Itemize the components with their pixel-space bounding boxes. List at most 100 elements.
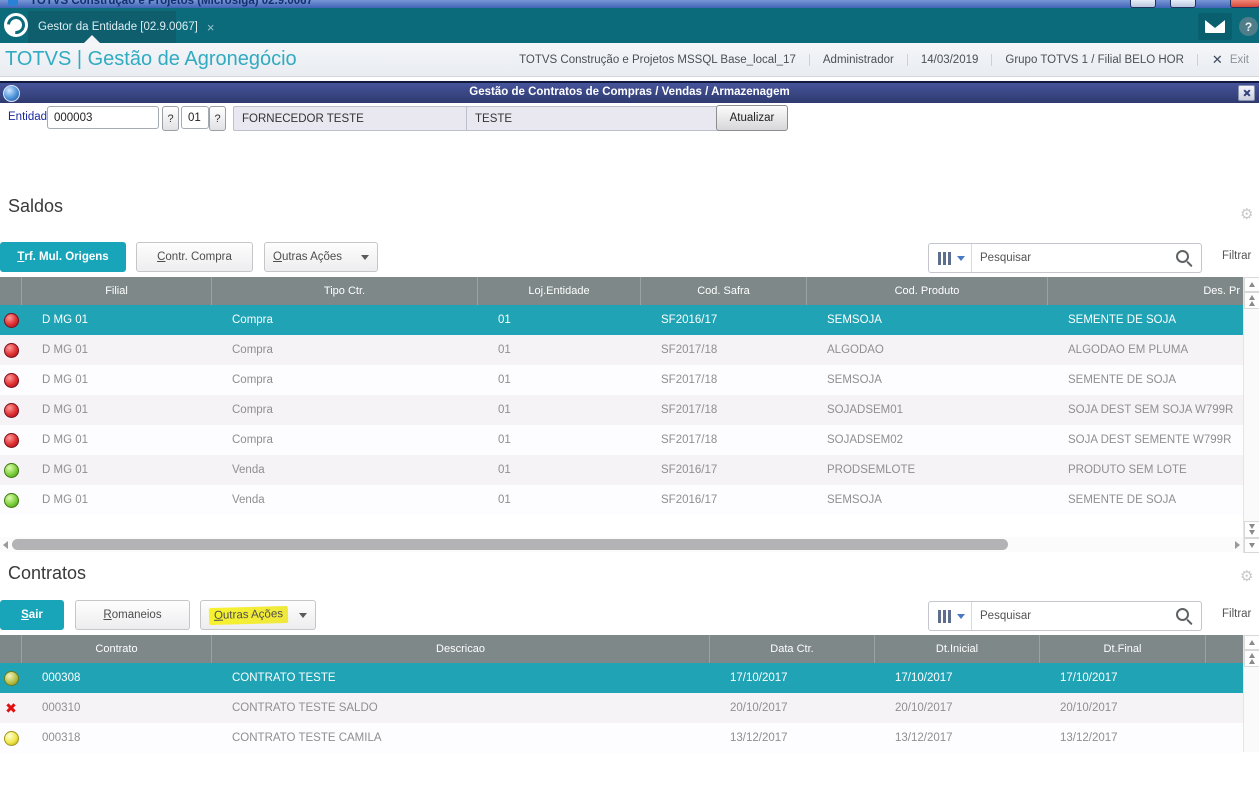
table-row[interactable]: D MG 01 Compra 01 SF2016/17 SEMSOJA SEMENTE D… <box>0 305 1243 335</box>
cell-descricao: CONTRATO TESTE CAMILA <box>232 732 382 744</box>
exit-button[interactable]: ✕ Exit <box>1198 52 1257 68</box>
status-red-dot <box>3 432 19 448</box>
scroll-up-button[interactable] <box>1244 277 1259 292</box>
cell-descricao: SEMENTE DE SOJA <box>1068 494 1176 506</box>
scroll-right-icon[interactable] <box>1235 541 1240 549</box>
column-header[interactable]: Cod. Produto <box>807 277 1048 305</box>
column-header[interactable]: Filial <box>22 277 212 305</box>
contratos-filter-link[interactable]: Filtrar <box>1222 608 1252 620</box>
saldos-section-title: Saldos <box>8 196 64 216</box>
scroll-left-icon[interactable] <box>3 541 8 549</box>
cell-status <box>0 462 22 478</box>
column-header[interactable]: Loj.Entidade <box>478 277 641 305</box>
column-header[interactable] <box>0 635 22 663</box>
scroll-track[interactable] <box>1244 309 1259 521</box>
contratos-outras-acoes-label-highlighted: Outras Ações <box>208 605 289 625</box>
saldos-settings-gear-icon[interactable]: ⚙ <box>1240 206 1254 223</box>
cell-produto: ALGODAO <box>827 344 884 356</box>
scroll-thumb[interactable] <box>12 539 1008 550</box>
column-header[interactable]: Dt.Final <box>1040 635 1206 663</box>
contratos-outras-acoes-button[interactable]: Outras Ações <box>200 600 316 630</box>
window-titlebar: TOTVS Construção e Projetos (Microsiga) … <box>0 0 1259 8</box>
table-row[interactable]: 000308 CONTRATO TESTE 17/10/2017 17/10/2017… <box>0 663 1243 693</box>
cell-safra: SF2016/17 <box>661 314 718 326</box>
window-maximize-button[interactable] <box>1170 0 1196 8</box>
column-header[interactable]: Contrato <box>22 635 212 663</box>
store-lookup-button[interactable]: ? <box>209 106 226 131</box>
column-header[interactable]: Data Ctr. <box>710 635 875 663</box>
column-header[interactable]: Des. Pr <box>1203 285 1240 297</box>
mail-button[interactable] <box>1198 13 1232 40</box>
entity-code-input[interactable] <box>47 106 159 129</box>
table-row[interactable]: D MG 01 Compra 01 SF2017/18 SOJADSEM01 SOJA D… <box>0 395 1243 425</box>
cell-descricao: PRODUTO SEM LOTE <box>1068 464 1187 476</box>
column-header[interactable]: Cod. Safra <box>641 277 807 305</box>
scroll-page-up-button[interactable] <box>1244 292 1259 309</box>
column-header[interactable]: Tipo Ctr. <box>212 277 478 305</box>
status-red-dot <box>3 372 19 388</box>
table-row[interactable]: D MG 01 Venda 01 SF2016/17 SEMSOJA SEMENTE DE… <box>0 485 1243 515</box>
cell-filial: D MG 01 <box>42 494 89 506</box>
scroll-up-button[interactable] <box>1244 635 1259 650</box>
saldos-search-input[interactable] <box>972 252 1176 264</box>
contratos-grid-body: 000308 CONTRATO TESTE 17/10/2017 17/10/2017… <box>0 663 1243 753</box>
search-icon[interactable] <box>1176 607 1189 621</box>
cell-contrato: 000308 <box>42 672 81 684</box>
window-close-button[interactable] <box>1230 0 1259 8</box>
scroll-down-button[interactable] <box>1244 538 1259 553</box>
columns-icon <box>943 609 946 623</box>
table-row[interactable]: ✖ 000310 CONTRATO TESTE SALDO 20/10/2017 20/… <box>0 693 1243 723</box>
scroll-track[interactable] <box>1244 667 1259 752</box>
branch-label: Grupo TOTVS 1 / Filial BELO HOR <box>992 54 1198 66</box>
contratos-column-selector[interactable] <box>929 602 972 630</box>
saldos-filter-link[interactable]: Filtrar <box>1222 250 1252 262</box>
dialog-orb-icon <box>3 85 20 102</box>
cell-status: ✖ <box>0 702 22 715</box>
help-icon[interactable]: ? <box>1239 17 1258 36</box>
dialog-close-button[interactable] <box>1238 85 1255 101</box>
scroll-page-down-button[interactable] <box>1244 521 1259 538</box>
column-header[interactable] <box>0 277 22 305</box>
saldos-grid-header: Filial Tipo Ctr. Loj.Entidade Cod. Safra Cod… <box>0 277 1243 305</box>
saldos-grid-body: D MG 01 Compra 01 SF2016/17 SEMSOJA SEMENTE D… <box>0 305 1243 515</box>
table-row[interactable]: D MG 01 Venda 01 SF2016/17 PRODSEMLOTE PRODUT… <box>0 455 1243 485</box>
tab-gestor-da-entidade[interactable]: Gestor da Entidade [02.9.0067] × <box>28 11 214 43</box>
cell-descricao: CONTRATO TESTE <box>232 672 336 684</box>
column-header[interactable]: Dt.Inicial <box>875 635 1040 663</box>
refresh-button[interactable]: Atualizar <box>716 105 788 131</box>
scroll-page-up-button[interactable] <box>1244 650 1259 667</box>
table-row[interactable]: 000318 CONTRATO TESTE CAMILA 13/12/2017 13/… <box>0 723 1243 753</box>
saldos-column-selector[interactable] <box>929 244 972 272</box>
store-code-input[interactable] <box>181 106 209 129</box>
contratos-vertical-scrollbar[interactable] <box>1243 635 1259 752</box>
app-header: TOTVS | Gestão de Agronegócio TOTVS Cons… <box>0 43 1259 77</box>
chevron-down-icon <box>299 612 307 618</box>
cell-filial: D MG 01 <box>42 314 89 326</box>
entity-lookup-button[interactable]: ? <box>162 106 179 131</box>
saldos-vertical-scrollbar[interactable] <box>1243 277 1259 553</box>
cell-tipo: Compra <box>232 314 273 326</box>
saldos-outras-acoes-button[interactable]: Outras Ações <box>264 242 378 272</box>
column-header[interactable]: Descricao <box>212 635 710 663</box>
cell-safra: SF2016/17 <box>661 464 718 476</box>
window-minimize-button[interactable] <box>1130 0 1156 8</box>
table-row[interactable]: D MG 01 Compra 01 SF2017/18 SEMSOJA SEMENTE D… <box>0 365 1243 395</box>
chevron-down-icon <box>957 613 965 619</box>
status-olive-dot <box>3 670 19 686</box>
column-header[interactable] <box>1206 635 1243 663</box>
cell-status <box>0 492 22 508</box>
cell-final: 20/10/2017 <box>1060 702 1118 714</box>
tab-close-icon[interactable]: × <box>206 19 215 35</box>
table-row[interactable]: D MG 01 Compra 01 SF2017/18 ALGODAO ALGODAO E… <box>0 335 1243 365</box>
saldos-horizontal-scrollbar[interactable] <box>0 537 1243 552</box>
contratos-search-input[interactable] <box>972 610 1176 622</box>
table-row[interactable]: D MG 01 Compra 01 SF2017/18 SOJADSEM02 SOJA D… <box>0 425 1243 455</box>
search-icon[interactable] <box>1176 249 1189 263</box>
contratos-settings-gear-icon[interactable]: ⚙ <box>1240 568 1254 585</box>
cell-tipo: Venda <box>232 464 265 476</box>
